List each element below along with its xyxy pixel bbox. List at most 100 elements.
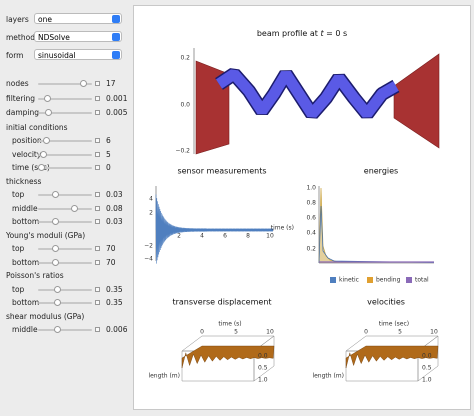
tick-label: 8 [246,233,250,240]
tick-label: 0.2 [306,246,316,253]
tick-label: 0 [200,329,204,336]
slider[interactable] [38,80,92,87]
slider-thumb[interactable] [52,245,60,252]
legend-label: bending [376,277,401,284]
slider-thumb[interactable] [38,164,45,171]
slider-thumb[interactable] [52,218,60,225]
slider-label: bottom [12,298,40,307]
slider-toggle[interactable] [95,286,100,292]
slider-value: 0.005 [106,108,128,117]
slider-label: middle [12,203,38,213]
plot-title: transverse displacement [172,298,271,307]
dropdown[interactable]: NDSolve [34,31,122,42]
slider[interactable] [38,258,92,266]
slider-toggle[interactable] [95,205,100,211]
slider-value: 0 [106,163,111,172]
group-heading: Young's moduli (GPa) [6,230,86,240]
slider-label: top [12,244,25,253]
slider-toggle[interactable] [95,110,100,115]
slider-label: velocity [12,149,42,159]
slider-thumb[interactable] [42,137,50,144]
slider-toggle[interactable] [95,327,100,332]
title-var: t [320,29,324,38]
slider-value: 70 [106,257,116,267]
slider-toggle[interactable] [95,192,100,197]
slider-thumb[interactable] [52,191,60,198]
tick-label: 0.0 [422,353,432,360]
legend-swatch [330,277,336,283]
slider-thumb[interactable] [54,285,62,293]
tick-label: 0.5 [422,365,432,372]
slider-value: 70 [106,244,116,253]
tick-label: 0.0 [180,102,190,109]
legend-swatch [406,277,412,283]
slider-toggle[interactable] [95,246,100,251]
box-face [253,335,275,382]
slider-label: damping [6,108,40,117]
slider[interactable] [38,191,92,198]
slider-thumb[interactable] [45,109,53,116]
dropdown-value: one [38,15,52,24]
slider[interactable] [38,218,92,225]
tick-label: 0.8 [306,200,316,207]
slider[interactable] [38,204,92,212]
dropdown[interactable]: one [34,13,122,24]
slider[interactable] [38,94,92,102]
slider-toggle[interactable] [95,219,100,224]
slider-toggle[interactable] [95,151,100,157]
tick-label: 0.5 [258,365,268,372]
control-label: method [6,33,35,42]
slider-toggle[interactable] [95,165,100,170]
slider-label: top [12,190,25,199]
dropdown[interactable]: sinusoidal [34,49,122,60]
signal-trace [155,194,274,264]
slider-value: 0.001 [106,93,128,103]
slider-label: nodes [6,79,29,88]
tick-label: 10 [266,329,274,336]
slider-value: 0.03 [106,190,123,199]
legend-label: kinetic [339,277,359,284]
tick-label: 1.0 [306,185,316,192]
slider-toggle[interactable] [95,300,100,305]
slider-thumb[interactable] [70,204,78,212]
group-heading: shear modulus (GPa) [6,311,85,321]
slider[interactable] [38,109,92,116]
slider-toggle[interactable] [95,259,100,265]
slider-toggle[interactable] [95,95,100,101]
slider[interactable] [38,299,92,306]
slider[interactable] [38,326,92,333]
slider-thumb[interactable] [80,80,88,87]
dropdown-arrow [112,33,120,41]
group-heading: Poisson's ratios [6,271,64,280]
tick-label: 10 [430,329,438,336]
slider-value: 5 [106,149,111,159]
tick-label: 10 [266,233,274,240]
slider[interactable] [38,164,92,171]
slider-value: 17 [106,79,116,88]
slider[interactable] [38,285,92,293]
end-plate [393,53,440,149]
surface [345,345,439,369]
title-text: beam profile at [257,29,321,38]
slider-label: filtering [6,93,36,103]
slider[interactable] [38,150,92,158]
slider-toggle[interactable] [95,81,100,86]
dropdown-arrow [112,15,120,23]
slider[interactable] [38,137,92,144]
axis-label: time (sec) [379,321,409,328]
tick-label: 1.0 [422,377,432,384]
slider-thumb[interactable] [54,326,62,333]
axis-label: time (s) [271,225,294,232]
slider-value: 0.03 [106,217,123,226]
sensor-title: sensor measurements [177,167,266,176]
slider[interactable] [38,245,92,252]
slider-thumb[interactable] [43,94,51,102]
slider-label: time (sec) [12,163,50,172]
slider-thumb[interactable] [52,258,60,266]
dropdown-arrow [112,51,120,59]
axis-label: length (m) [312,373,344,380]
slider-toggle[interactable] [95,138,100,143]
slider-thumb[interactable] [40,150,48,158]
output-graphics: beam profile at t = 0 s 0.2 0.0 −0.2 sen… [144,29,440,384]
slider-thumb[interactable] [54,299,62,306]
